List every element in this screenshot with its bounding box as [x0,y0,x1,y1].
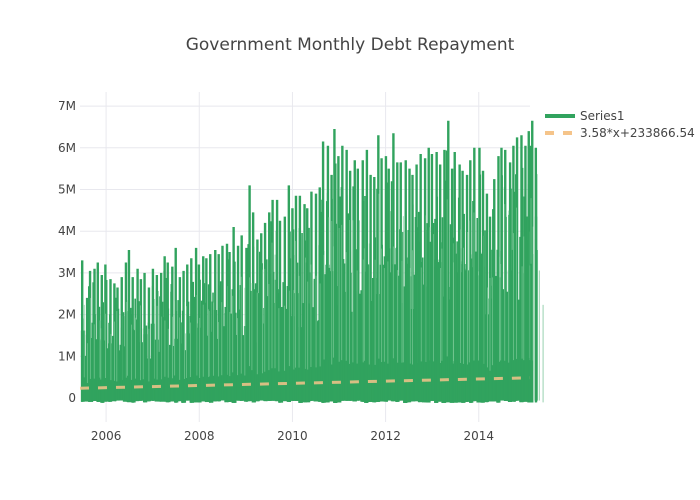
y-axis-ticks: 0 1M 2M 3M 4M 5M 6M 7M [58,99,76,405]
legend-label-trend: 3.58*x+233866.54 [580,126,695,140]
plot-area [79,120,544,403]
x-tick-label: 2010 [277,429,308,443]
y-tick-label: 6M [58,141,76,155]
series1-segment [538,270,540,401]
y-tick-label: 0 [68,391,76,405]
x-tick-label: 2008 [184,429,215,443]
legend-item-series1[interactable]: Series1 [545,109,625,123]
trend-line [79,376,531,390]
series1-line [80,120,544,403]
y-tick-label: 5M [58,183,76,197]
chart-title: Government Monthly Debt Repayment [186,35,515,55]
y-tick-label: 1M [58,349,76,363]
x-tick-label: 2006 [91,429,122,443]
y-tick-label: 3M [58,266,76,280]
trend-line-path [79,376,531,390]
legend-label-series1: Series1 [580,109,625,123]
x-axis-ticks: 2006 2008 2010 2012 2014 [91,429,494,443]
x-tick-label: 2012 [370,429,401,443]
y-tick-label: 4M [58,224,76,238]
y-tick-label: 7M [58,99,76,113]
legend-item-trend[interactable]: 3.58*x+233866.54 [545,126,695,140]
legend[interactable]: Series1 3.58*x+233866.54 [545,109,695,140]
series1-segment [542,304,544,403]
y-tick-label: 2M [58,308,76,322]
x-tick-label: 2014 [463,429,494,443]
